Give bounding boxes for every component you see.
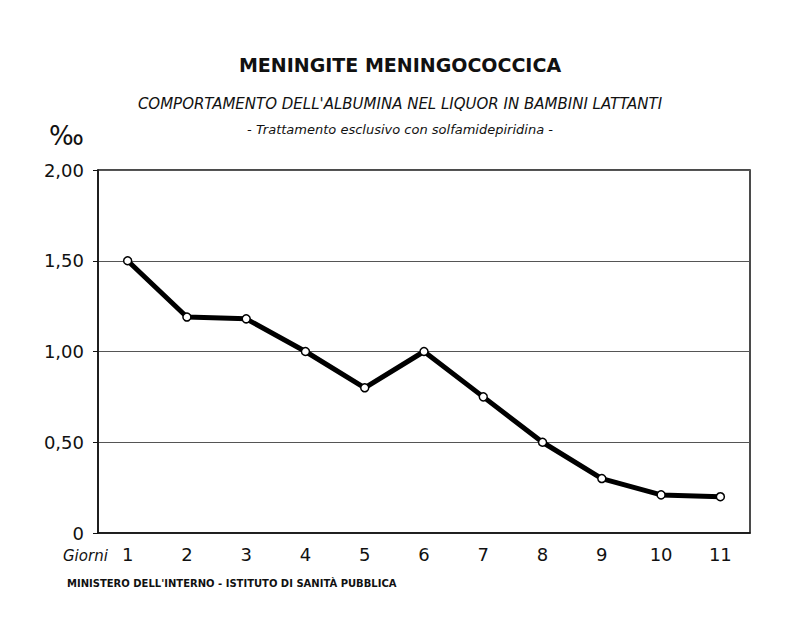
svg-text:11: 11 <box>709 544 732 565</box>
svg-text:9: 9 <box>596 544 607 565</box>
svg-text:2,00: 2,00 <box>44 160 84 181</box>
svg-text:3: 3 <box>240 544 251 565</box>
svg-text:2: 2 <box>181 544 192 565</box>
svg-text:4: 4 <box>300 544 311 565</box>
svg-text:‰: ‰ <box>49 121 84 151</box>
svg-text:0: 0 <box>73 523 84 544</box>
svg-text:Giorni: Giorni <box>63 547 109 565</box>
svg-text:8: 8 <box>537 544 548 565</box>
svg-text:1,00: 1,00 <box>44 341 84 362</box>
svg-text:1,50: 1,50 <box>44 250 84 271</box>
svg-text:10: 10 <box>650 544 673 565</box>
svg-text:5: 5 <box>359 544 370 565</box>
svg-text:- Trattamento esclusivo con so: - Trattamento esclusivo con solfamidepir… <box>247 122 553 137</box>
svg-text:MINISTERO DELL'INTERNO - ISTIT: MINISTERO DELL'INTERNO - ISTITUTO DI SAN… <box>67 577 397 589</box>
svg-text:MENINGITE MENINGOCOCCICA: MENINGITE MENINGOCOCCICA <box>239 54 561 76</box>
svg-text:6: 6 <box>418 544 429 565</box>
svg-text:1: 1 <box>122 544 133 565</box>
svg-text:COMPORTAMENTO DELL'ALBUMINA NE: COMPORTAMENTO DELL'ALBUMINA NEL LIQUOR I… <box>138 95 663 113</box>
svg-text:7: 7 <box>478 544 489 565</box>
svg-text:0,50: 0,50 <box>44 432 84 453</box>
